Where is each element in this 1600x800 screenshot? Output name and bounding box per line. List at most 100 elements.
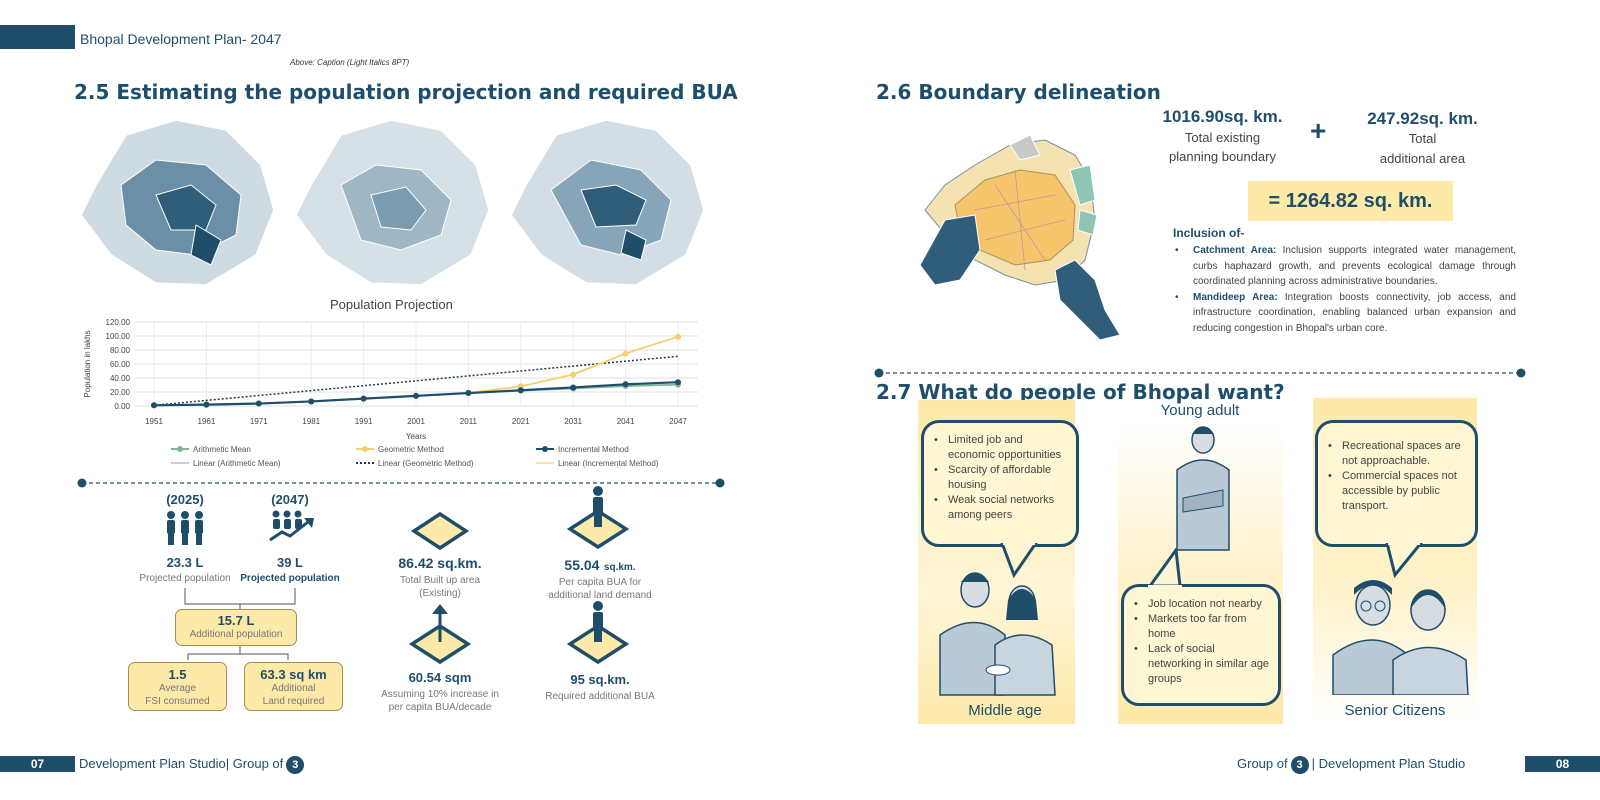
mandideep-label: Mandideep Area: [1193, 291, 1278, 303]
y-tick-label: 0.00 [114, 402, 130, 411]
header-bar [0, 25, 75, 49]
young-adult-illustration [1176, 426, 1230, 551]
y-axis-label: Population in lakhs [83, 330, 92, 397]
percap-unit: sq.km. [603, 562, 636, 573]
pop-2047-value: 39 L [276, 555, 303, 570]
legend-marker [177, 446, 183, 452]
percap-label-2: additional land demand [548, 590, 652, 601]
pop-2025-label: Projected population [139, 573, 231, 584]
x-tick-label: 1951 [145, 417, 163, 426]
percap-person-icon [566, 486, 630, 550]
additional-area-value: 247.92sq. km. [1367, 109, 1478, 128]
footer-left-bar: 07 [0, 756, 75, 772]
x-tick-label: 1971 [250, 417, 268, 426]
land-label-2: Land required [262, 696, 325, 707]
right-page-number: 08 [1555, 757, 1570, 771]
chart-title: Population Projection [330, 297, 453, 312]
middle-point-3: Weak social networks among peers [932, 493, 1068, 523]
legend-label: Geometric Method [378, 445, 444, 454]
middle-point-2: Scarcity of affordable housing [932, 463, 1068, 493]
required-bua-label: Required additional BUA [545, 691, 655, 702]
percap-label-1: Per capita BUA for [558, 577, 642, 588]
series-point [360, 395, 367, 402]
middle-age-label: Middle age [968, 702, 1042, 719]
series-point [675, 333, 681, 340]
section-heading-2-6: 2.6 Boundary delineation [876, 80, 1161, 104]
percap-value-row: 55.04 sq.km. [545, 557, 655, 575]
legend-marker [542, 446, 548, 452]
additional-pop-label: Additional population [189, 629, 283, 640]
footer-right-text: Group of 3 | Development Plan Studio [1237, 756, 1465, 774]
sqm-label-1: Assuming 10% increase in [381, 689, 499, 700]
plus-sign: + [1310, 115, 1327, 146]
series-point [622, 350, 629, 357]
catchment-item: • Catchment Area: Inclusion supports int… [1175, 245, 1516, 287]
series-point [255, 400, 262, 407]
y-tick-label: 120.00 [106, 318, 131, 327]
series-point [465, 390, 472, 397]
fsi-value: 1.5 [168, 667, 187, 682]
pop-2025-value: 23.3 L [166, 555, 204, 570]
mandideep-text: Integration boosts connectivity, job acc… [1193, 291, 1516, 334]
additional-population-box: 15.7 L Additional population [175, 609, 297, 646]
fsi-label-1: Average [158, 683, 197, 694]
people-icon [167, 511, 203, 545]
inclusion-title: Inclusion of- [1173, 226, 1245, 240]
required-bua-icon [566, 601, 630, 665]
x-tick-label: 1991 [355, 417, 373, 426]
population-maps [80, 119, 705, 286]
y-tick-label: 20.00 [110, 388, 131, 397]
series-point [517, 387, 524, 394]
map-incremental [510, 119, 705, 286]
mandideep-item: • Mandideep Area: Integration boosts con… [1175, 291, 1516, 334]
map-geometric [295, 119, 490, 286]
x-axis-label: Years [406, 432, 426, 441]
y-tick-label: 100.00 [106, 332, 131, 341]
land-label-1: Additional [271, 683, 316, 694]
additional-pop-value: 15.7 L [217, 613, 255, 628]
total-area-box: = 1264.82 sq. km. [1248, 181, 1453, 221]
young-adult-label: Young adult [1160, 402, 1240, 419]
young-adult-bubble: Job location not nearby Markets too far … [1121, 584, 1281, 706]
footer-right-bar: 08 [1525, 756, 1600, 772]
series-point [622, 381, 629, 388]
young-point-1: Job location not nearby [1132, 597, 1270, 612]
catchment-label: Catchment Area: [1193, 245, 1277, 256]
percap-value: 55.04 [564, 557, 600, 573]
fsi-label-2: FSI consumed [145, 696, 210, 707]
additional-area-label-2: additional area [1379, 151, 1466, 166]
land-value: 63.3 sq km [260, 667, 327, 682]
existing-area-label-1: Total existing [1184, 130, 1261, 145]
connector-lines [184, 588, 296, 660]
bua-total-value: 86.42 sq.km. [398, 555, 482, 571]
senior-bubble-tail [1385, 543, 1423, 579]
footer-right-label-a: Group of [1237, 756, 1288, 771]
x-tick-label: 2021 [512, 417, 530, 426]
senior-citizens-label: Senior Citizens [1344, 702, 1446, 719]
middle-age-illustration [939, 572, 1056, 696]
document-title: Bhopal Development Plan- 2047 [80, 31, 282, 47]
series-point [203, 401, 210, 408]
series-point [570, 384, 577, 391]
divider-left [77, 478, 725, 488]
x-tick-label: 1981 [302, 417, 320, 426]
group-number-left: 3 [286, 756, 305, 774]
legend-trend-label: Linear (Arithmetic Mean) [193, 459, 281, 468]
total-area-value: = 1264.82 sq. km. [1268, 190, 1433, 212]
inclusion-list: • Catchment Area: Inclusion supports int… [1173, 243, 1516, 336]
catchment-text: Inclusion supports integrated water mana… [1193, 245, 1516, 287]
x-tick-label: 2041 [617, 417, 635, 426]
legend-trend-label: Linear (Geometric Method) [378, 459, 474, 468]
middle-point-1: Limited job and economic opportunities [932, 433, 1068, 463]
y-tick-label: 60.00 [110, 360, 131, 369]
bua-area-icon [410, 511, 470, 551]
divider-right [874, 368, 1526, 378]
young-point-2: Markets too far from home [1132, 612, 1270, 642]
legend-trend-label: Linear (Incremental Method) [558, 459, 659, 468]
young-point-3: Lack of social networking in similar age… [1132, 642, 1270, 687]
series-point [308, 398, 315, 405]
footer-right-label-b: | Development Plan Studio [1311, 756, 1466, 771]
senior-point-1: Recreational spaces are not approachable… [1326, 439, 1467, 469]
left-page-number: 07 [30, 757, 45, 771]
x-tick-label: 2031 [564, 417, 582, 426]
